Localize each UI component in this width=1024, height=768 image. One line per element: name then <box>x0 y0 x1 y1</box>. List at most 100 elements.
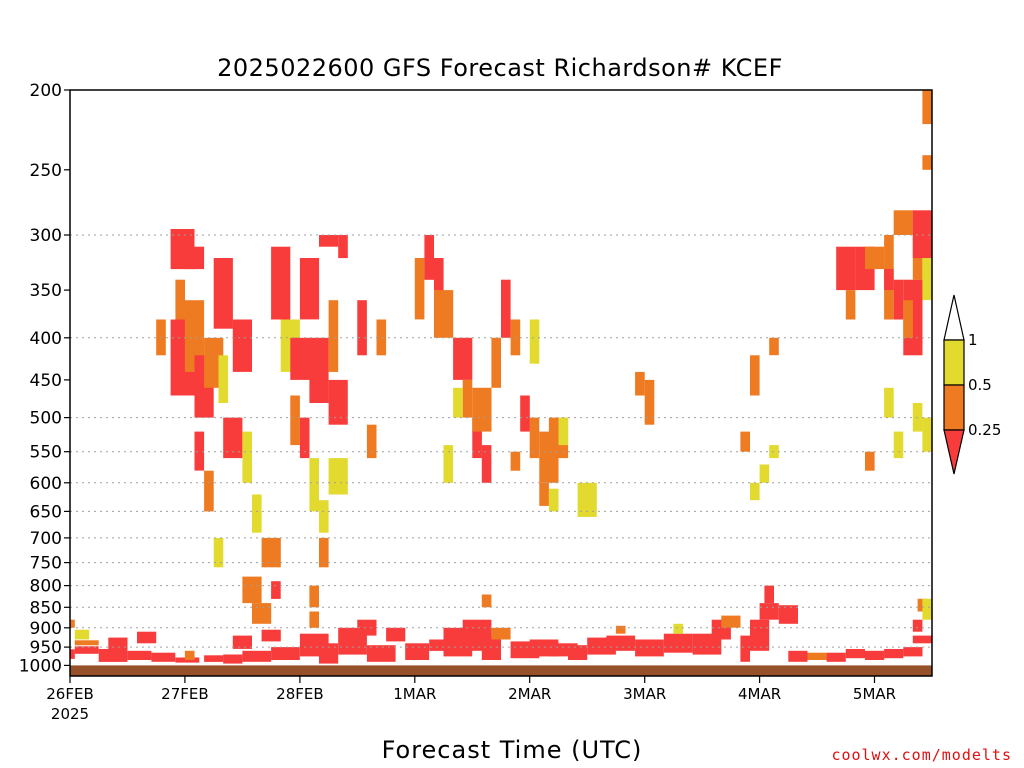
ri-cell-red <box>299 258 320 320</box>
ri-cell-yellow <box>759 464 770 483</box>
colorbar-orange-swatch <box>943 384 965 431</box>
ri-cell-orange <box>472 387 492 432</box>
ri-cell-yellow <box>242 431 252 483</box>
ri-cell-red <box>750 619 770 651</box>
ri-cell-orange <box>615 625 626 634</box>
colorbar-below-025-triangle <box>943 429 965 475</box>
ri-cell-red <box>290 337 310 380</box>
ri-cell-orange <box>750 355 760 396</box>
y-tick-label: 350 <box>30 281 62 301</box>
ri-cell-yellow <box>922 598 932 620</box>
ri-cell-orange <box>70 619 75 628</box>
y-tick-label: 800 <box>30 577 62 597</box>
ri-cell-orange <box>893 210 913 235</box>
ri-cell-red <box>357 300 367 356</box>
ri-cell-orange <box>74 640 99 646</box>
ri-cell-red <box>223 417 243 459</box>
y-tick-label: 600 <box>30 474 62 494</box>
ri-cell-red <box>778 605 798 624</box>
ri-cell-red <box>405 643 430 660</box>
ri-cell-red <box>884 269 894 290</box>
ri-cell-red <box>386 627 406 642</box>
ri-cell-red <box>232 635 252 649</box>
colorbar-yellow-swatch <box>943 339 965 386</box>
ri-cell-orange <box>309 585 319 608</box>
y-tick-label: 250 <box>30 161 62 181</box>
ri-cell-red <box>242 650 272 662</box>
ri-cell-red <box>635 639 664 657</box>
plot-frame <box>69 89 933 677</box>
ri-cell-red <box>338 235 348 259</box>
ri-cell-orange <box>175 279 185 338</box>
ri-cell-orange <box>290 395 300 446</box>
ri-cell-red <box>261 629 281 642</box>
ri-cell-yellow <box>252 494 262 533</box>
ri-cell-red <box>434 258 444 301</box>
ri-cell-red <box>429 639 444 651</box>
x-tick-label: 27FEB <box>161 685 208 703</box>
ri-cell-orange <box>184 650 195 660</box>
y-tick-label: 900 <box>30 619 62 639</box>
ri-cell-red <box>501 279 511 338</box>
ri-cell-red <box>127 650 152 660</box>
ri-cell-red <box>319 235 339 247</box>
ri-cell-red <box>606 635 636 651</box>
ri-cell-red <box>309 337 329 403</box>
ri-cell-red <box>204 655 224 662</box>
ri-cell-orange <box>644 379 655 425</box>
ground-band <box>70 665 932 676</box>
ri-cell-red <box>884 649 904 659</box>
ri-cell-red <box>319 643 339 664</box>
ri-cell-red <box>912 619 923 632</box>
ri-cell-red <box>826 652 846 662</box>
ri-cell-orange <box>184 300 205 372</box>
ri-cell-orange <box>510 451 521 471</box>
y-tick-label: 200 <box>30 81 62 101</box>
y-tick-label: 550 <box>30 443 62 463</box>
surface-ground <box>70 665 932 676</box>
ri-cell-red <box>865 650 885 660</box>
ri-cell-red <box>213 258 233 329</box>
ri-cell-yellow <box>218 355 229 403</box>
ri-cell-red <box>453 337 473 380</box>
ri-cell-orange <box>414 258 425 320</box>
ri-cell-red <box>70 649 75 659</box>
ri-cell-yellow <box>529 319 540 364</box>
ri-cell-yellow <box>558 417 569 446</box>
ri-cell-orange <box>845 290 856 320</box>
ri-cell-orange <box>721 615 741 628</box>
ri-cell-red <box>663 633 693 653</box>
ri-cell-orange <box>539 482 549 506</box>
ri-cell-yellow <box>74 629 90 640</box>
ri-cell-red <box>424 235 434 280</box>
x-tick-label: 26FEB <box>46 685 93 703</box>
ri-cell-red <box>788 650 808 662</box>
y-tick-label: 500 <box>30 409 62 429</box>
ri-cell-orange <box>366 424 377 459</box>
source-credit: coolwx.com/modelts <box>831 746 1012 764</box>
ri-cell-red <box>912 635 932 644</box>
ri-cell-yellow <box>443 445 454 483</box>
x-tick-sublabel: 2025 <box>51 705 89 723</box>
ri-cell-red <box>357 619 377 636</box>
ri-cell-yellow <box>769 445 779 459</box>
ri-cell-yellow <box>893 431 904 459</box>
ri-cell-orange <box>529 417 540 459</box>
ri-cell-red <box>912 210 932 258</box>
x-axis: 26FEB 2025 27FEB 28FEB 1MAR 2MAR 3MAR 4MAR 5MAR <box>46 676 896 723</box>
colorbar-label-0.25: 0.25 <box>968 421 1001 439</box>
ri-cell-red <box>845 649 865 659</box>
ri-cell-red <box>740 635 750 662</box>
colorbar-label-1: 1 <box>968 331 978 349</box>
x-tick-label: 1MAR <box>393 685 436 703</box>
richardson-cells <box>70 90 932 664</box>
ri-cell-orange <box>740 431 750 452</box>
chart-title: 2025022600 GFS Forecast Richardson# KCEF <box>217 54 783 82</box>
ri-cell-red <box>271 246 291 320</box>
ri-cell-red <box>271 581 281 599</box>
ri-cell-orange <box>491 337 501 388</box>
ri-cell-red <box>366 645 396 662</box>
y-tick-label: 1000 <box>19 656 62 676</box>
ri-cell-yellow <box>750 482 760 501</box>
